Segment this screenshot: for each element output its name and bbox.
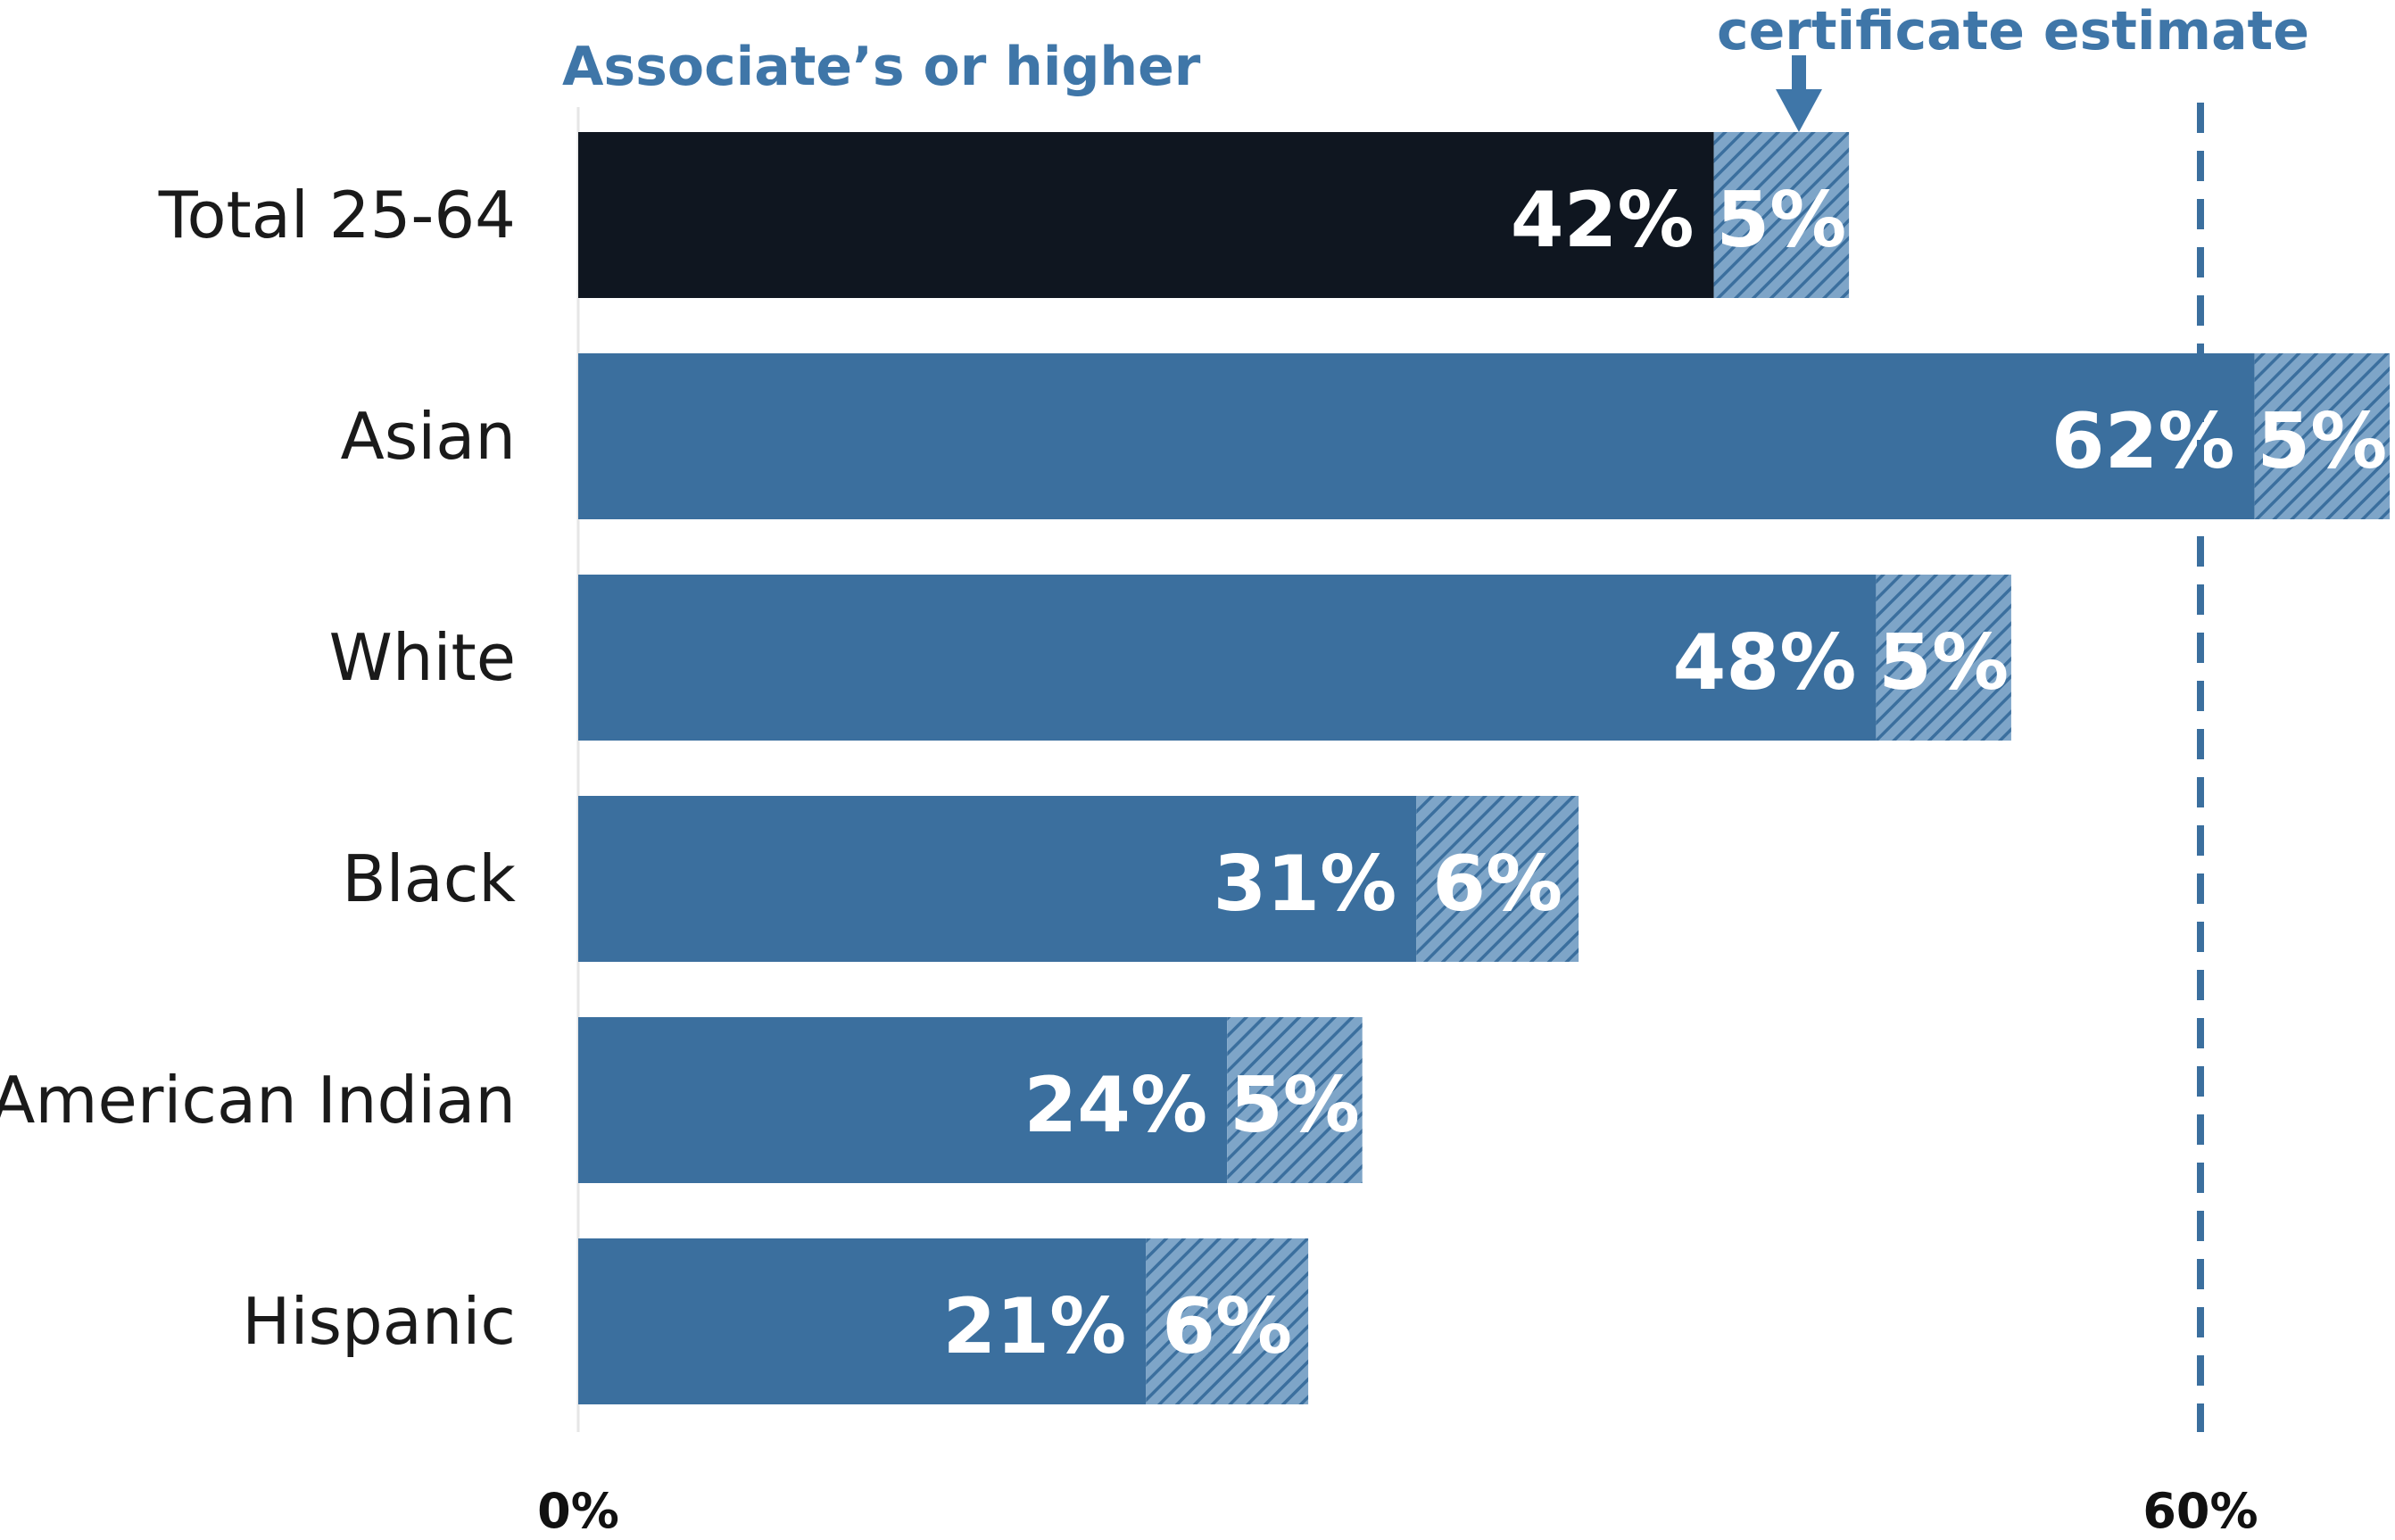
- data-label-certificate: 6%: [1162, 1282, 1292, 1371]
- category-label: Total 25-64: [158, 178, 516, 253]
- data-label-associates: 24%: [1023, 1061, 1207, 1150]
- certificate-annotation: certificate estimate: [1717, 0, 2309, 62]
- category-label: White: [329, 620, 516, 695]
- x-tick-label: 60%: [2142, 1483, 2258, 1539]
- data-label-certificate: 5%: [1716, 176, 1846, 265]
- category-label: Asian: [340, 399, 516, 474]
- bar-certificate: [1416, 796, 1579, 962]
- bar-associates: [578, 796, 1417, 962]
- bar-associates: [578, 575, 1877, 741]
- data-label-certificate: 5%: [1878, 618, 2009, 708]
- data-label-associates: 21%: [942, 1282, 1126, 1371]
- category-label: Black: [342, 841, 516, 916]
- category-label: Hispanic: [242, 1284, 516, 1359]
- bar-associates: [578, 353, 2255, 519]
- bar-certificate: [1713, 132, 1850, 298]
- data-label-certificate: 6%: [1432, 840, 1562, 929]
- bar-certificate: [1227, 1017, 1363, 1183]
- data-label-associates: 42%: [1511, 176, 1695, 265]
- x-tick-label: 0%: [537, 1483, 619, 1539]
- associates-annotation: Associate’s or higher: [562, 36, 1201, 98]
- data-label-certificate: 5%: [2257, 397, 2387, 486]
- bar-certificate: [2254, 353, 2391, 519]
- category-label: American Indian: [0, 1063, 516, 1138]
- bar-associates: [578, 132, 1714, 298]
- bar-certificate: [1146, 1238, 1309, 1404]
- bar-associates: [578, 1017, 1228, 1183]
- data-label-associates: 62%: [2051, 397, 2235, 486]
- bars-layer: Total 25-64 42% 5%Asian 62% 5%White 48% 5%Blac…: [0, 132, 2391, 1404]
- data-label-certificate: 5%: [1230, 1061, 1360, 1150]
- certificate-arrow-icon: [1776, 55, 1822, 132]
- bar-certificate: [1876, 575, 2011, 741]
- bar-associates: [578, 1238, 1147, 1404]
- data-label-associates: 31%: [1213, 840, 1396, 929]
- data-label-associates: 48%: [1673, 618, 1857, 708]
- x-ticks: 0% 60%: [537, 1483, 2258, 1539]
